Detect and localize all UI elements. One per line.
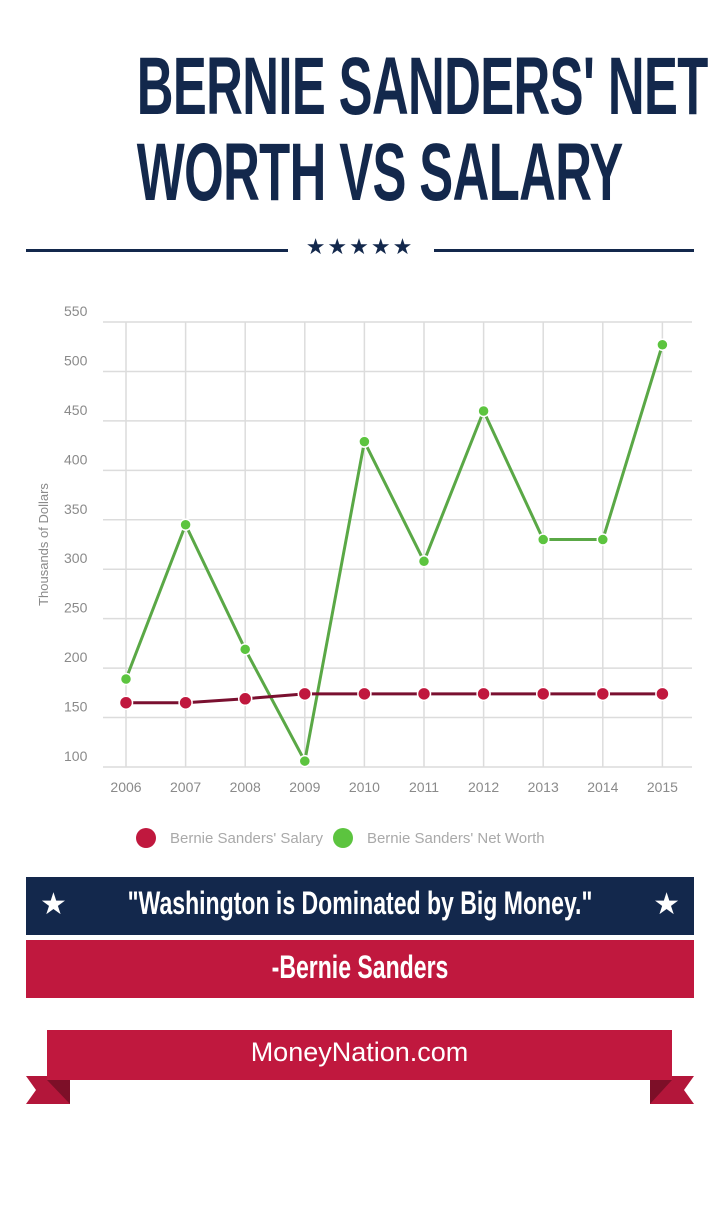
networth-line xyxy=(124,344,664,766)
networth-data-point xyxy=(298,754,312,768)
ribbon-tails-icon xyxy=(26,1076,694,1104)
x-tick-label: 2008 xyxy=(230,779,261,795)
y-tick-label: 400 xyxy=(64,451,88,467)
infographic-title: BERNIE SANDERS' NET WORTH VS SALARY xyxy=(136,41,709,218)
site-name: MoneyNation.com xyxy=(250,1037,469,1067)
y-axis-label: Thousands of Dollars xyxy=(36,483,51,606)
x-tick-label: 2010 xyxy=(349,779,380,795)
x-tick-label: 2007 xyxy=(170,779,201,795)
networth-data-point xyxy=(179,518,192,531)
networth-data-point xyxy=(417,555,431,568)
x-tick-label: 2011 xyxy=(409,779,439,795)
salary-data-point xyxy=(655,686,670,702)
x-tick-label: 2012 xyxy=(468,779,499,795)
salary-line xyxy=(126,692,663,705)
salary-data-point xyxy=(357,686,372,702)
networth-data-point xyxy=(358,435,371,448)
salary-data-point xyxy=(535,686,551,702)
y-tick-label: 100 xyxy=(64,748,88,764)
x-tick-label: 2009 xyxy=(289,779,320,795)
salary-data-point xyxy=(416,686,432,702)
salary-data-point xyxy=(476,686,491,702)
title-line-1: BERNIE SANDERS' NET xyxy=(136,41,709,132)
footer-ribbon: MoneyNation.com xyxy=(0,1028,720,1108)
x-tick-label: 2013 xyxy=(528,779,559,795)
y-tick-label: 150 xyxy=(64,699,88,715)
quote-author: -Bernie Sanders xyxy=(271,949,449,985)
networth-legend-dot-icon xyxy=(332,828,353,848)
legend-item-networth: Bernie Sanders' Net Worth xyxy=(332,828,545,848)
divider-stars-icon: ★★★★★ xyxy=(305,234,415,259)
y-tick-label: 250 xyxy=(64,600,88,616)
y-tick-label: 200 xyxy=(64,649,88,665)
title-divider: ★★★★★ xyxy=(26,234,694,262)
networth-data-point xyxy=(477,404,490,418)
y-tick-label: 300 xyxy=(64,550,88,566)
y-tick-label: 500 xyxy=(64,352,88,368)
networth-data-point xyxy=(536,533,550,546)
salary-data-point xyxy=(178,695,193,710)
y-tick-label: 550 xyxy=(64,303,88,319)
star-icon-left: ★ xyxy=(40,888,67,921)
divider-line-right xyxy=(434,249,694,252)
chart-legend: Bernie Sanders' Salary Bernie Sanders' N… xyxy=(136,826,555,850)
networth-data-point xyxy=(238,643,252,656)
ribbon-body xyxy=(47,1030,672,1080)
divider-line-left xyxy=(26,249,288,252)
x-tick-label: 2006 xyxy=(110,779,141,795)
star-icon-right: ★ xyxy=(653,888,680,921)
legend-salary-label: Bernie Sanders' Salary xyxy=(170,829,323,847)
y-tick-label: 450 xyxy=(64,402,88,418)
title-line-2: WORTH VS SALARY xyxy=(136,127,624,218)
networth-data-point xyxy=(119,672,133,686)
x-tick-label: 2014 xyxy=(587,779,618,795)
quote-author-banner: -Bernie Sanders xyxy=(26,940,694,998)
quote-text: "Washington is Dominated by Big Money." xyxy=(127,885,593,921)
salary-legend-dot-icon xyxy=(136,828,156,848)
salary-data-point xyxy=(118,695,134,710)
legend-item-salary: Bernie Sanders' Salary xyxy=(136,828,323,848)
legend-networth-label: Bernie Sanders' Net Worth xyxy=(366,829,545,847)
salary-data-point xyxy=(595,686,611,702)
y-tick-label: 350 xyxy=(64,501,88,517)
networth-data-point xyxy=(596,533,610,546)
quote-banner: ★ "Washington is Dominated by Big Money.… xyxy=(26,877,694,935)
salary-data-point xyxy=(297,686,313,702)
salary-data-point xyxy=(237,691,253,707)
line-chart: 100 150 200 250 300 350 400 450 500 550 2006 2007 20… xyxy=(36,303,692,795)
networth-data-point xyxy=(656,338,669,351)
x-tick-label: 2015 xyxy=(647,779,678,795)
